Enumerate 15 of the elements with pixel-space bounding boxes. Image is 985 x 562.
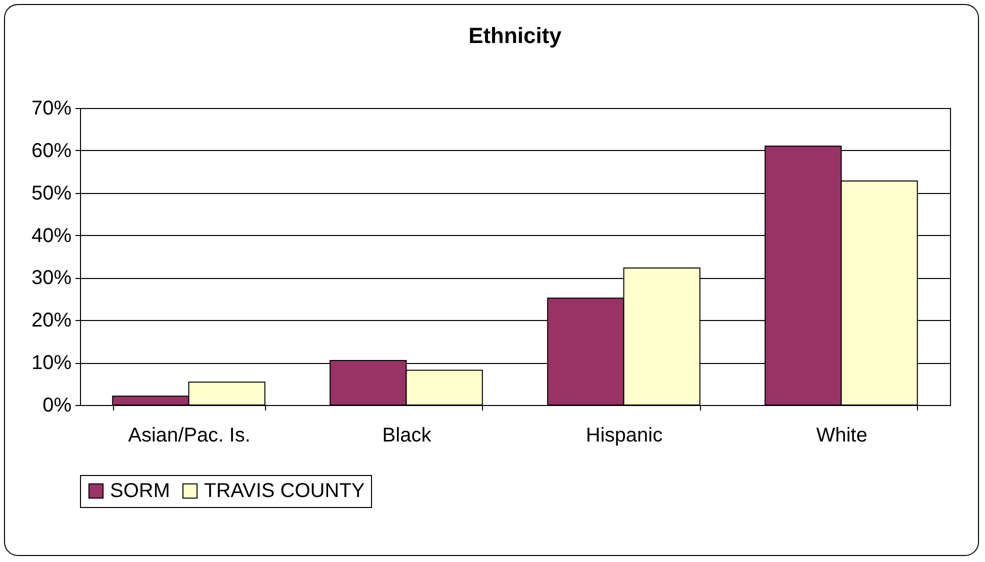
y-tick-label: 50% — [31, 182, 72, 204]
y-tick-label: 60% — [31, 140, 72, 162]
x-tick-label: White — [816, 424, 868, 446]
y-tick-label: 40% — [31, 224, 72, 247]
x-tick-label: Hispanic — [586, 424, 663, 446]
legend-label: SORM — [110, 480, 170, 502]
y-tick-label: 20% — [31, 310, 72, 332]
y-tick-label: 70% — [31, 98, 72, 120]
x-tick-label: Black — [382, 424, 432, 446]
chart-title: Ethnicity — [468, 23, 562, 48]
x-tick-label: Asian/Pac. Is. — [128, 424, 250, 446]
y-tick-label: 30% — [31, 267, 72, 290]
legend-label: TRAVIS COUNTY — [204, 480, 365, 502]
y-tick-label: 0% — [42, 394, 72, 416]
y-tick-label: 10% — [31, 352, 72, 374]
